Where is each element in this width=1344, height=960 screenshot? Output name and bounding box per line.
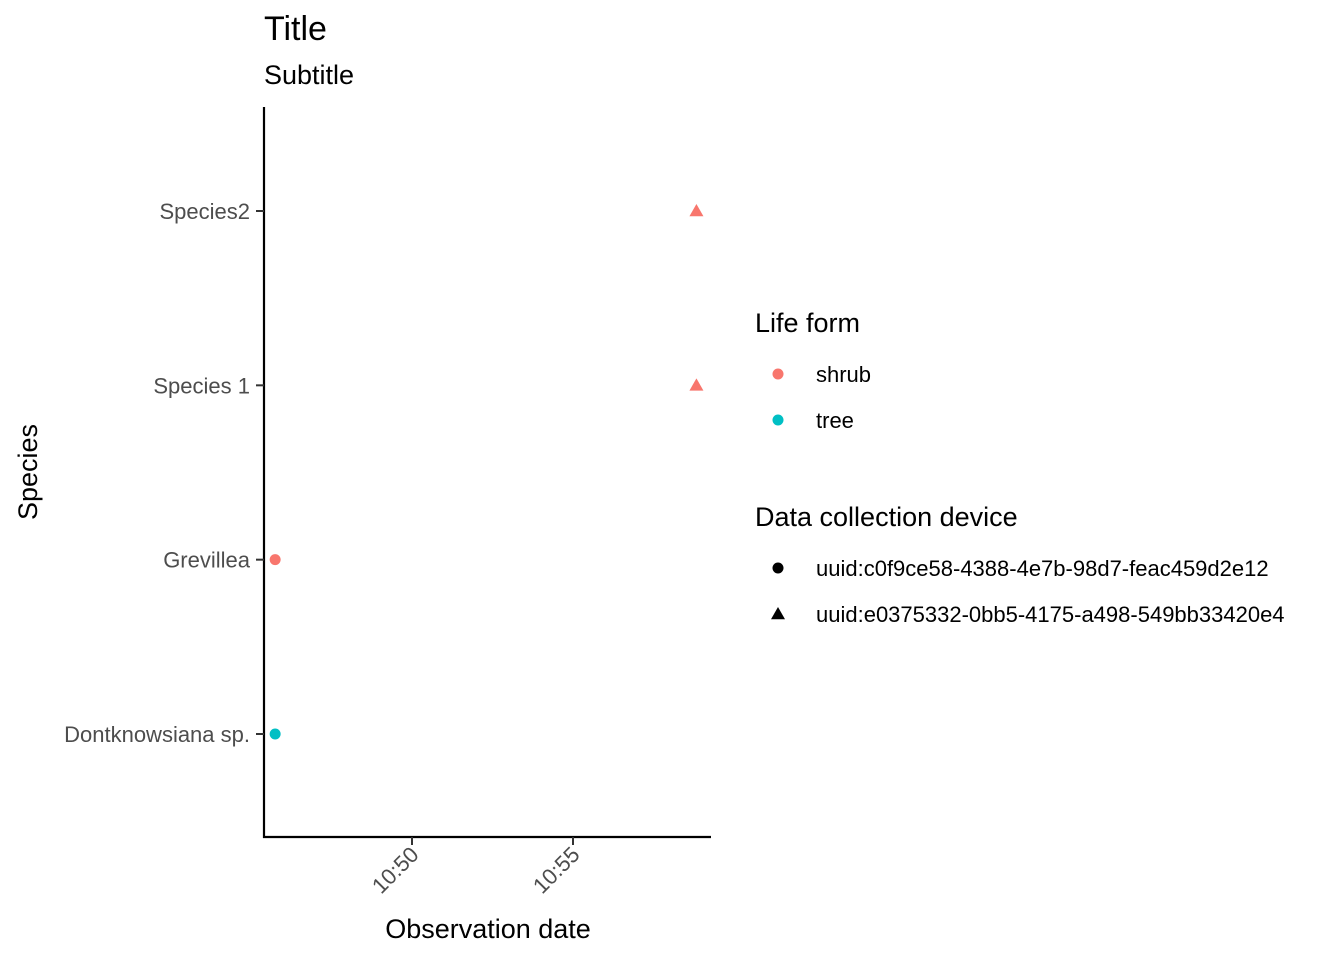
legend-label-device: uuid:c0f9ce58-4388-4e7b-98d7-feac459d2e1… (816, 556, 1269, 581)
y-tick-label: Species2 (159, 199, 250, 224)
legend-key-device (771, 607, 785, 620)
legend-life-form: Life form shrub tree (755, 308, 871, 433)
x-axis-title: Observation date (385, 914, 591, 944)
legend-key-device (772, 562, 784, 574)
data-point (689, 204, 704, 217)
data-points (269, 204, 704, 740)
y-tick-label: Dontknowsiana sp. (64, 722, 250, 747)
x-tick-label: 10:50 (367, 842, 424, 899)
y-tick-label: Grevillea (163, 548, 251, 573)
data-point (269, 728, 281, 740)
x-tick-label: 10:55 (528, 842, 585, 899)
legend-life-form-title: Life form (755, 308, 860, 338)
x-axis-ticks: 10:50 10:55 (367, 837, 585, 898)
chart-title: Title (264, 10, 327, 48)
chart-subtitle: Subtitle (264, 60, 354, 90)
legend-device: Data collection device uuid:c0f9ce58-438… (755, 502, 1285, 627)
legend-label-tree: tree (816, 408, 854, 433)
legend-label-device: uuid:e0375332-0bb5-4175-a498-549bb33420e… (816, 602, 1285, 627)
legend-device-title: Data collection device (755, 502, 1018, 532)
data-point (269, 554, 281, 566)
y-axis-ticks: Dontknowsiana sp. Grevillea Species 1 Speci… (64, 199, 264, 747)
legend-label-shrub: shrub (816, 362, 871, 387)
y-axis-title: Species (13, 424, 43, 520)
legend-key-tree (772, 414, 784, 426)
y-tick-label: Species 1 (153, 373, 250, 398)
data-point (689, 378, 704, 391)
legend-key-shrub (772, 368, 784, 380)
